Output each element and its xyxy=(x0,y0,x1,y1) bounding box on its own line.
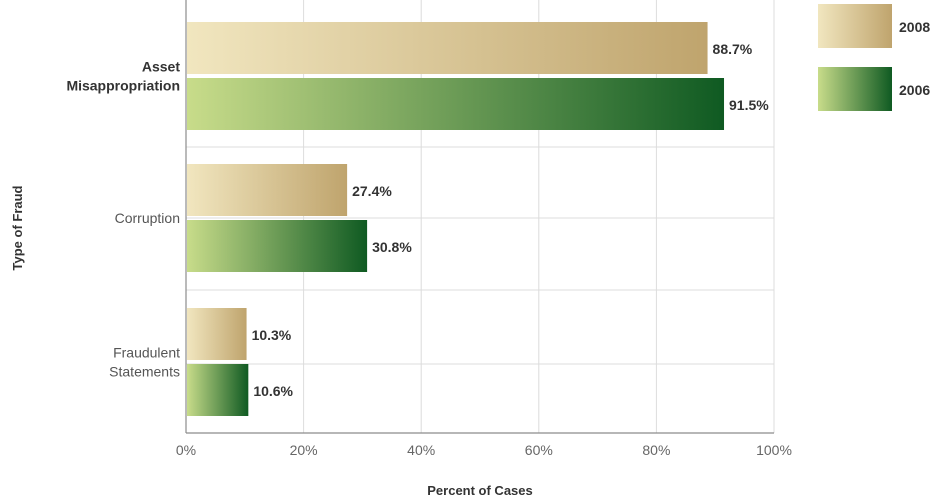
x-tick-label: 80% xyxy=(642,442,670,458)
category-label: Corruption xyxy=(115,210,180,226)
x-tick-label: 100% xyxy=(756,442,792,458)
category-label: Asset xyxy=(142,59,180,75)
legend-swatch-2006 xyxy=(818,67,892,111)
data-label: 88.7% xyxy=(713,41,753,57)
category-label: Fraudulent xyxy=(113,345,180,361)
x-tick-label: 40% xyxy=(407,442,435,458)
data-label: 10.6% xyxy=(253,383,293,399)
legend-swatch-2008 xyxy=(818,4,892,48)
category-label: Misappropriation xyxy=(66,78,180,94)
legend-label: 2006 xyxy=(899,82,930,98)
x-tick-label: 20% xyxy=(290,442,318,458)
x-tick-label: 0% xyxy=(176,442,196,458)
data-label: 91.5% xyxy=(729,97,769,113)
axes: Asset Misappropriation Corruption Fraudulen… xyxy=(10,0,792,498)
x-axis-title: Percent of Cases xyxy=(427,483,533,498)
bar-2008-3 xyxy=(187,308,247,360)
bars xyxy=(187,22,725,416)
bar-2006-1 xyxy=(187,78,725,130)
legend: 2008 2006 xyxy=(818,4,930,111)
x-tick-label: 60% xyxy=(525,442,553,458)
bar-2008-2 xyxy=(187,164,348,216)
data-label: 30.8% xyxy=(372,239,412,255)
data-labels: 88.7% 91.5% 27.4% 30.8% 10.3% 10.6% xyxy=(252,41,770,399)
category-label: Statements xyxy=(109,364,180,380)
bar-2006-3 xyxy=(187,364,249,416)
bar-2006-2 xyxy=(187,220,368,272)
data-label: 27.4% xyxy=(352,183,392,199)
bar-2008-1 xyxy=(187,22,708,74)
legend-label: 2008 xyxy=(899,19,930,35)
data-label: 10.3% xyxy=(252,327,292,343)
y-axis-title: Type of Fraud xyxy=(10,185,25,270)
